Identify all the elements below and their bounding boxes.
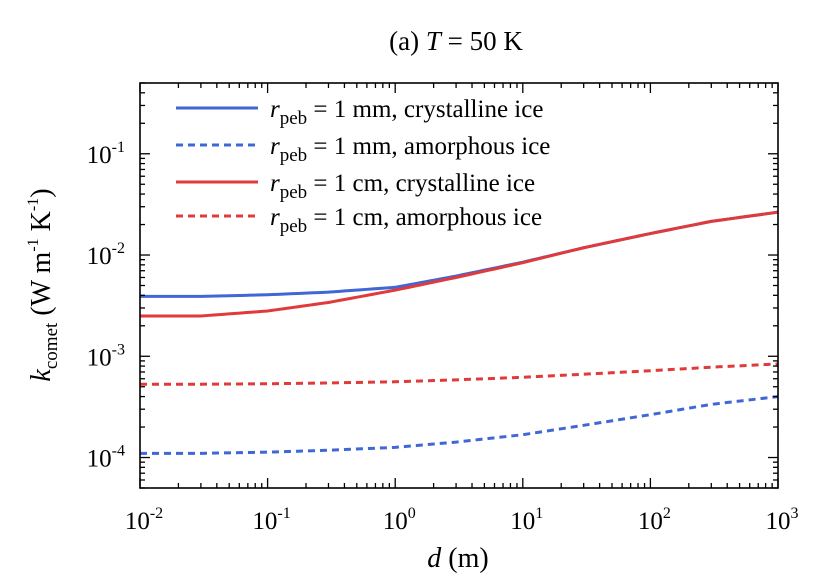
- x-tick-label: 10-2: [125, 505, 163, 535]
- chart-title: (a) T = 50 K: [389, 26, 523, 56]
- legend-entry-3: rpeb = 1 cm, crystalline ice: [176, 170, 535, 203]
- x-tick-label-exp: 3: [791, 505, 799, 522]
- y-axis-exp-2: -1: [25, 198, 42, 211]
- y-axis-variable: k: [26, 369, 57, 382]
- title-suffix: = 50 K: [441, 26, 523, 56]
- x-tick-label-exp: 2: [663, 505, 671, 522]
- legend-label-1: rpeb = 1 mm, crystalline ice: [270, 96, 543, 129]
- legend-label-2: rpeb = 1 mm, amorphous ice: [270, 133, 550, 166]
- series-line-2: [140, 395, 778, 455]
- y-tick-label-exp: -2: [112, 240, 125, 257]
- legend-label-1-text: = 1 mm, crystalline ice: [307, 96, 543, 123]
- x-tick-label-exp: 1: [535, 505, 543, 522]
- y-tick-label: 10-3: [87, 341, 125, 371]
- x-axis-unit: (m): [441, 543, 488, 574]
- legend: rpeb = 1 mm, crystalline ice rpeb = 1 mm…: [176, 96, 550, 237]
- legend-label-1-var: r: [270, 96, 280, 123]
- x-tick-label-base: 10: [383, 508, 408, 535]
- series-group: [140, 210, 778, 455]
- x-tick-label: 102: [638, 505, 671, 535]
- y-tick-label: 10-1: [87, 139, 125, 169]
- legend-label-2-var: r: [270, 133, 280, 160]
- legend-label-3-text: = 1 cm, crystalline ice: [307, 170, 535, 197]
- x-tick-label-exp: -1: [277, 505, 290, 522]
- y-tick-label-exp: -4: [112, 443, 125, 460]
- x-axis-variable: d: [427, 543, 442, 574]
- legend-label-4-sub: peb: [280, 216, 307, 237]
- y-axis-title: kcomet (W m-1 K-1): [25, 188, 62, 381]
- y-axis-unit-close: ): [26, 188, 57, 197]
- legend-label-2-text: = 1 mm, amorphous ice: [307, 133, 550, 160]
- y-axis-unit-open: (W m: [26, 251, 57, 322]
- legend-label-3-var: r: [270, 170, 280, 197]
- y-tick-label-exp: -3: [112, 341, 125, 358]
- x-tick-label-base: 10: [510, 508, 535, 535]
- y-tick-label-base: 10: [87, 243, 112, 270]
- y-tick-label-exp: -1: [112, 139, 125, 156]
- x-tick-label: 100: [383, 505, 416, 535]
- tick-group: [139, 82, 779, 489]
- legend-label-3: rpeb = 1 cm, crystalline ice: [270, 170, 535, 203]
- title-variable: T: [426, 26, 443, 56]
- legend-entry-1: rpeb = 1 mm, crystalline ice: [176, 96, 543, 129]
- series-line-3: [140, 210, 778, 318]
- y-tick-label: 10-2: [87, 240, 125, 270]
- x-tick-label-base: 10: [638, 508, 663, 535]
- legend-entry-4: rpeb = 1 cm, amorphous ice: [176, 204, 542, 237]
- x-tick-label-base: 10: [766, 508, 791, 535]
- legend-label-1-sub: peb: [280, 108, 307, 129]
- legend-label-4-text: = 1 cm, amorphous ice: [307, 204, 542, 231]
- x-tick-label-exp: 0: [408, 505, 416, 522]
- x-tick-label: 101: [510, 505, 543, 535]
- x-axis-title: d (m): [427, 543, 488, 574]
- y-axis-exp-1: -1: [25, 238, 42, 251]
- legend-label-4-var: r: [270, 204, 280, 231]
- x-tick-label-base: 10: [252, 508, 277, 535]
- y-tick-label-base: 10: [87, 446, 112, 473]
- legend-entry-2: rpeb = 1 mm, amorphous ice: [176, 133, 550, 166]
- y-tick-label-base: 10: [87, 344, 112, 371]
- x-tick-label: 103: [766, 505, 799, 535]
- legend-label-4: rpeb = 1 cm, amorphous ice: [270, 204, 542, 237]
- y-axis-unit-mid: K: [26, 211, 57, 238]
- x-tick-label-base: 10: [125, 508, 150, 535]
- y-axis-subscript: comet: [41, 322, 62, 369]
- y-tick-label-base: 10: [87, 142, 112, 169]
- series-line-4: [140, 362, 778, 386]
- x-tick-label: 10-1: [252, 505, 290, 535]
- x-tick-label-exp: -2: [150, 505, 163, 522]
- legend-label-2-sub: peb: [280, 145, 307, 166]
- title-prefix: (a): [389, 26, 426, 56]
- legend-label-3-sub: peb: [280, 182, 307, 203]
- y-tick-label: 10-4: [87, 443, 125, 473]
